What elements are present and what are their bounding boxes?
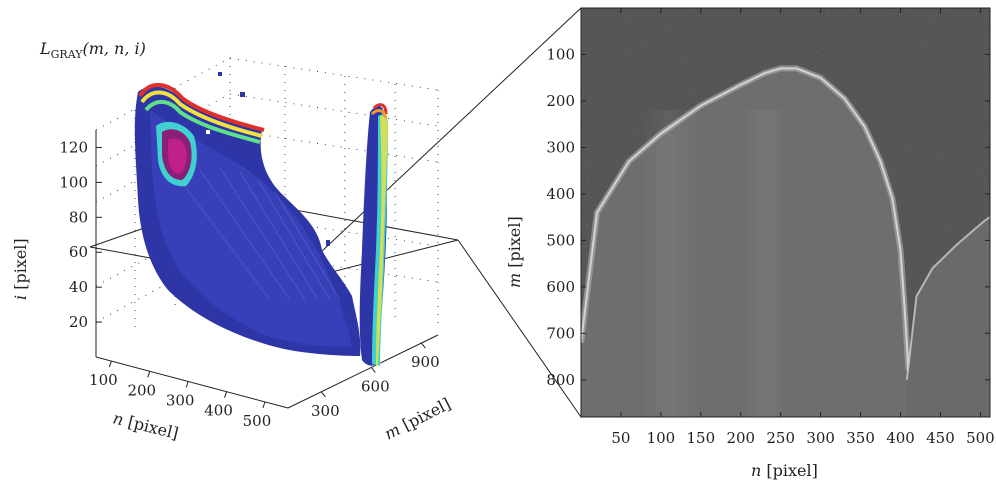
- z-tick-label: 100: [59, 173, 88, 191]
- y-tick-mark-3d: [420, 342, 426, 349]
- image-x-tick-label: 400: [886, 429, 915, 447]
- x-tick-label-3d: 100: [89, 371, 118, 389]
- x-axis-ticks-3d: 100 200 300 400 500: [89, 360, 272, 430]
- image-x-tick-label: 450: [926, 429, 955, 447]
- image-panel: 50 100 150 200 250 300 350 400 450 500 100 200 300 40…: [505, 7, 995, 480]
- image-x-tick-label: 250: [766, 429, 795, 447]
- image-y-tick-label: 700: [546, 324, 575, 342]
- image-streak: [640, 110, 700, 417]
- image-x-tick-label: 200: [726, 429, 755, 447]
- image-x-tick-label: 150: [687, 429, 716, 447]
- image-y-tick-label: 100: [546, 45, 575, 63]
- x-tick-label-3d: 400: [204, 402, 233, 420]
- x-tick-label-3d: 300: [166, 391, 195, 409]
- y-tick-mark-3d: [320, 391, 326, 398]
- x-tick-mark-3d: [185, 381, 189, 388]
- x-axis-label-3d: n [pixel]: [111, 408, 180, 443]
- image-x-axis-label: n [pixel]: [751, 461, 818, 480]
- y-tick-label-3d: 600: [361, 377, 390, 395]
- image-y-tick-label: 500: [546, 231, 575, 249]
- image-axis-ticks: 50 100 150 200 250 300 350 400 450 500 100 200 300 40…: [546, 8, 995, 447]
- surface-right-sheet: [359, 103, 388, 367]
- image-right-lobe: [906, 217, 990, 417]
- image-x-tick-label: 50: [611, 429, 630, 447]
- x-tick-label-3d: 200: [127, 381, 156, 399]
- y-tick-label-3d: 300: [311, 402, 340, 420]
- z-axis-label: i [pixel]: [11, 238, 30, 300]
- y-axis-label-3d: m [pixel]: [381, 394, 454, 443]
- surface-plot-3d: LGRAY(m, n, i): [11, 7, 582, 444]
- x-tick-label-3d: 500: [243, 412, 272, 430]
- z-axis-ticks: 20 40 60 80 100 120 i [pixel]: [11, 138, 102, 331]
- y-tick-mark-3d: [370, 367, 376, 373]
- image-right-lobe-edge: [905, 216, 990, 380]
- z-tick-label: 80: [69, 208, 88, 226]
- z-tick-label: 20: [69, 313, 88, 331]
- image-y-tick-label: 800: [546, 371, 575, 389]
- surface-left-sheet: [134, 72, 361, 357]
- image-y-tick-label: 400: [546, 185, 575, 203]
- image-y-tick-label: 200: [546, 92, 575, 110]
- image-x-tick-label: 500: [966, 429, 995, 447]
- x-tick-mark-3d: [108, 360, 112, 368]
- x-tick-mark-3d: [262, 401, 266, 409]
- image-y-axis-label: m [pixel]: [505, 216, 524, 288]
- z-tick-label: 60: [69, 243, 88, 261]
- image-y-tick-label: 300: [546, 138, 575, 156]
- surface-title: LGRAY(m, n, i): [39, 39, 146, 61]
- image-y-tick-label: 600: [546, 278, 575, 296]
- z-tick-label: 40: [69, 278, 88, 296]
- y-tick-label-3d: 900: [411, 353, 440, 371]
- image-x-tick-label: 300: [806, 429, 835, 447]
- image-frame: [580, 7, 991, 418]
- image-x-tick-label: 100: [647, 429, 676, 447]
- y-axis-ticks-3d: 300 600 900: [311, 342, 440, 420]
- image-streak: [740, 110, 790, 417]
- x-tick-mark-3d: [147, 371, 151, 378]
- image-x-tick-label: 350: [846, 429, 875, 447]
- z-tick-label: 120: [59, 138, 88, 156]
- x-tick-mark-3d: [224, 391, 228, 398]
